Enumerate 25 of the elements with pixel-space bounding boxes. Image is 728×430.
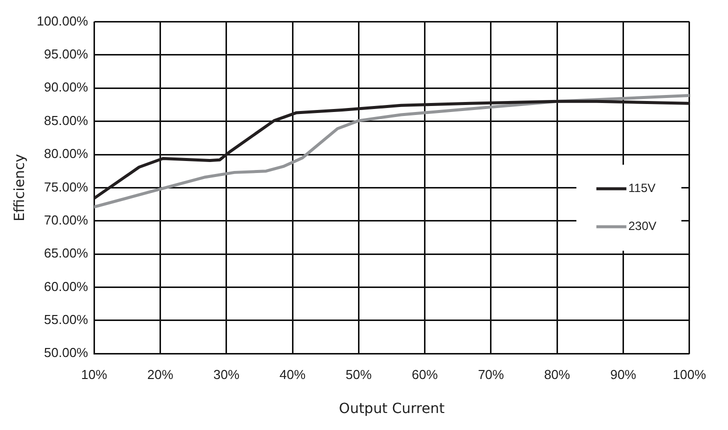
y-tick-label: 65.00% — [44, 246, 89, 261]
x-tick-label: 10% — [81, 366, 108, 382]
y-axis-title: Efficiency — [12, 154, 28, 222]
x-tick-label: 20% — [147, 366, 174, 382]
x-tick-label: 80% — [544, 366, 571, 382]
legend-label: 230V — [628, 219, 656, 234]
y-tick-label: 95.00% — [44, 46, 89, 62]
x-tick-label: 30% — [213, 366, 240, 382]
y-tick-label: 75.00% — [44, 179, 89, 194]
y-tick-label: 85.00% — [44, 112, 89, 128]
y-tick-label: 55.00% — [44, 312, 89, 327]
x-tick-label: 50% — [346, 366, 372, 382]
legend-label: 115V — [628, 181, 656, 196]
y-tick-label: 100.00% — [36, 13, 89, 28]
y-tick-label: 50.00% — [44, 345, 89, 360]
y-tick-label: 80.00% — [44, 146, 89, 162]
x-tick-label: 100% — [672, 366, 706, 382]
x-tick-label: 60% — [412, 366, 438, 382]
x-axis-title: Output Current — [338, 401, 446, 418]
x-tick-label: 90% — [610, 366, 637, 382]
y-tick-label: 60.00% — [44, 278, 89, 294]
y-tick-label: 70.00% — [44, 212, 89, 228]
x-tick-label: 70% — [478, 366, 504, 382]
x-tick-label: 40% — [280, 366, 306, 382]
y-tick-label: 90.00% — [44, 80, 89, 95]
